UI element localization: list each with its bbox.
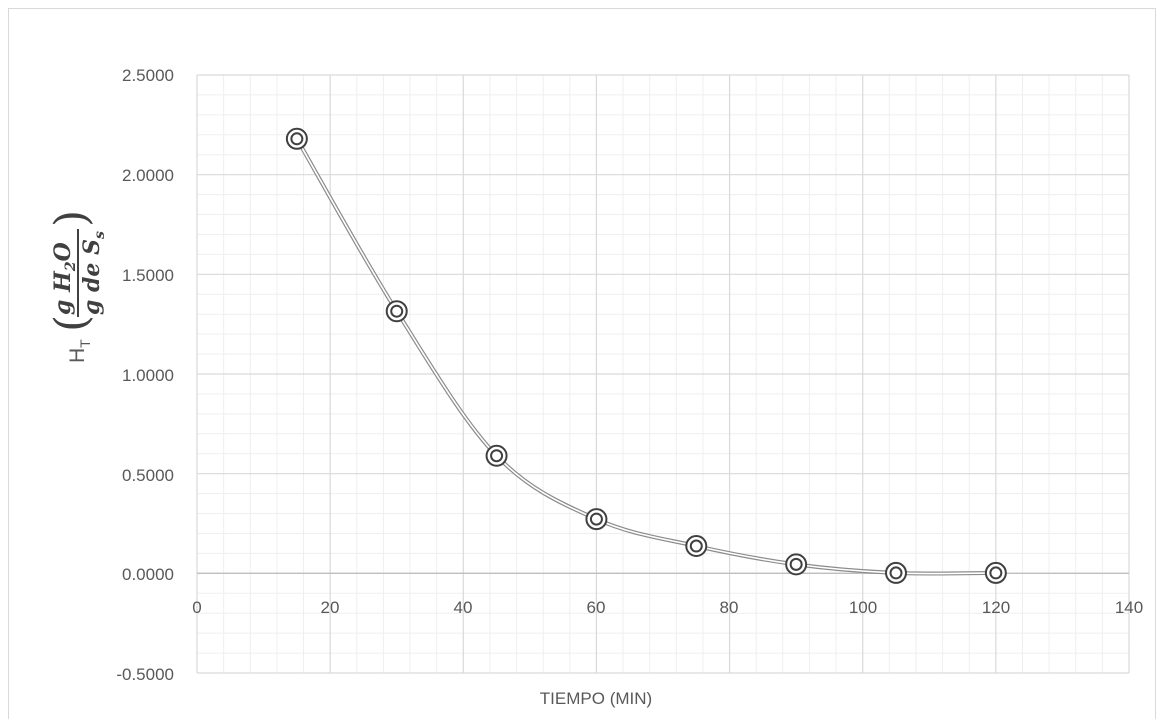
svg-text:HT: HT: [66, 339, 93, 363]
y-axis-paren-left: (: [46, 315, 97, 332]
x-tick-label: 100: [849, 598, 877, 617]
y-axis-paren-right: ): [46, 210, 97, 227]
data-point-inner: [290, 132, 304, 146]
y-tick-labels: 2.5000 2.0000 1.5000 1.0000 0.5000 0.000…: [116, 66, 174, 684]
data-point: [785, 553, 808, 576]
y-axis-title-main: H: [66, 348, 89, 363]
y-tick-label: 1.5000: [122, 266, 174, 285]
y-tick-label: 0.5000: [122, 466, 174, 485]
data-point-outer: [785, 553, 808, 576]
data-point: [685, 535, 708, 558]
data-point-inner: [589, 512, 603, 526]
data-point-inner: [889, 566, 903, 580]
y-axis-title: HT ( g H2O g de Ss ): [46, 210, 108, 363]
x-tick-label: 40: [454, 598, 473, 617]
x-tick-label: 140: [1115, 598, 1143, 617]
y-tick-label: 2.0000: [122, 166, 174, 185]
series-group: [285, 127, 1007, 584]
data-point-outer: [285, 127, 308, 150]
data-point: [984, 561, 1007, 584]
data-point: [585, 508, 608, 531]
data-point: [885, 561, 907, 584]
series-line: [296, 138, 996, 575]
major-gridlines: [196, 74, 1130, 674]
y-tick-label: 1.0000: [122, 366, 174, 385]
data-point-outer: [385, 300, 408, 323]
chart-frame: [8, 8, 1156, 719]
data-point-outer: [485, 444, 508, 467]
data-point-outer: [585, 508, 608, 531]
data-point: [285, 127, 308, 150]
data-point-inner: [390, 304, 404, 318]
y-axis-title-sub: T: [77, 339, 93, 348]
x-tick-label: 0: [192, 598, 201, 617]
y-axis-fraction-denominator: g de Ss: [79, 231, 108, 315]
data-point-outer: [984, 561, 1007, 584]
y-tick-label: 0.0000: [122, 565, 174, 584]
data-point: [385, 300, 408, 323]
data-point-inner: [689, 539, 703, 553]
y-tick-label: 2.5000: [122, 66, 174, 85]
x-tick-label: 80: [720, 598, 739, 617]
x-tick-label: 120: [982, 598, 1010, 617]
y-axis-fraction-numerator: g H2O: [50, 242, 79, 315]
data-point-inner: [490, 449, 504, 463]
x-tick-label: 20: [321, 598, 340, 617]
x-tick-label: 60: [587, 598, 606, 617]
data-point-inner: [989, 566, 1003, 580]
data-point-inner: [789, 557, 803, 571]
data-point-outer: [685, 535, 708, 558]
data-point: [485, 444, 508, 467]
series-line-outline: [295, 137, 996, 576]
x-axis-title: TIEMPO (MIN): [540, 689, 652, 708]
x-tick-labels: 0 20 40 60 80 100 120 140: [192, 598, 1143, 617]
data-point-outer: [885, 561, 907, 584]
y-tick-label: -0.5000: [116, 665, 174, 684]
